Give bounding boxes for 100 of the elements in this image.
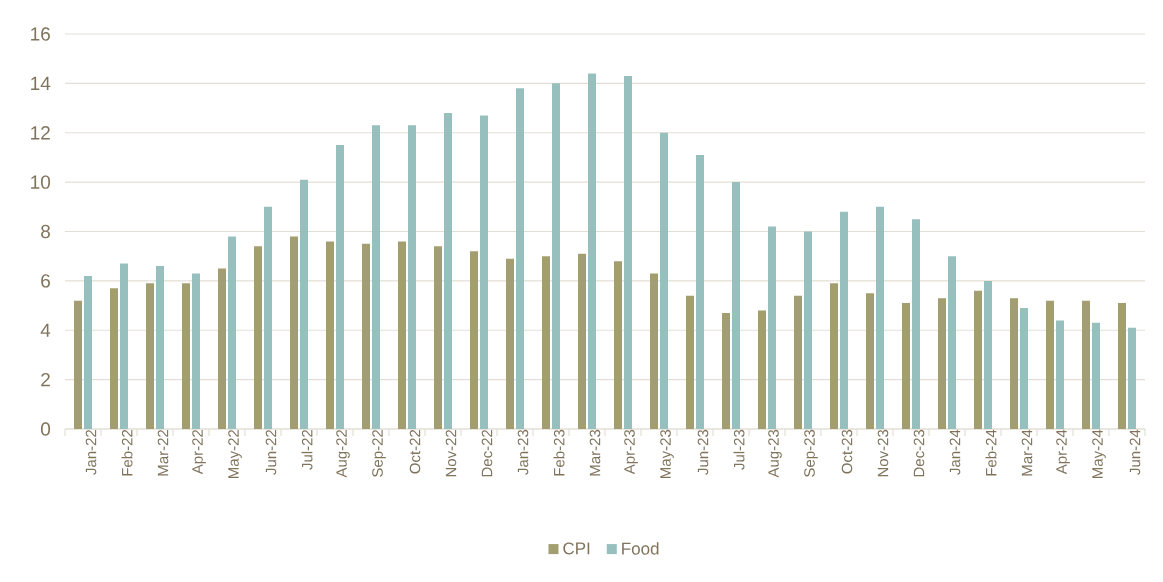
x-tick-label: Aug-23 <box>768 429 782 478</box>
bar <box>768 226 776 429</box>
x-tick-label: Sep-22 <box>372 429 386 477</box>
x-tick-label: Feb-24 <box>985 429 997 476</box>
x-tick-label: Jun-24 <box>1129 429 1141 475</box>
bar <box>984 280 992 429</box>
x-tick-label: Apr-23 <box>624 429 638 475</box>
bar <box>912 219 920 429</box>
bar <box>902 303 910 429</box>
x-tick-label: Jul-23 <box>733 429 745 470</box>
bar <box>974 290 982 429</box>
x-tick-label: Jul-22 <box>301 429 313 470</box>
y-tick-label: 6 <box>41 274 50 288</box>
y-tick-label: 0 <box>40 422 51 436</box>
bar <box>542 256 550 429</box>
bar <box>156 266 164 429</box>
y-tick-label: 2 <box>41 372 50 387</box>
x-tick-label: May-22 <box>228 429 242 478</box>
bar <box>264 206 272 429</box>
x-tick-label: Jan-24 <box>949 429 961 475</box>
bar <box>840 211 848 429</box>
x-tick-label: Jan-23 <box>517 429 529 475</box>
bar <box>516 88 524 429</box>
x-tick-label: Oct-23 <box>841 429 853 474</box>
bar <box>146 283 154 429</box>
bar <box>588 73 596 429</box>
y-tick-label: 8 <box>41 224 50 239</box>
x-tick-label: Apr-22 <box>192 429 206 475</box>
bar <box>1020 308 1028 429</box>
bar <box>732 182 740 429</box>
bar <box>938 298 946 429</box>
bar <box>1056 320 1064 429</box>
bar <box>228 236 236 429</box>
x-tick-label: Mar-24 <box>1021 429 1033 476</box>
bar <box>408 125 416 429</box>
bar <box>192 273 200 429</box>
bar <box>1010 298 1018 429</box>
x-tick-label: Feb-22 <box>121 429 133 476</box>
bar <box>74 300 82 429</box>
x-tick-label: Jan-22 <box>85 429 97 475</box>
bar <box>876 206 884 429</box>
bar <box>434 246 442 429</box>
y-tick-label: 12 <box>31 126 50 140</box>
bar <box>182 283 190 429</box>
bar <box>660 132 668 429</box>
bar <box>290 236 298 429</box>
bar <box>1082 300 1090 429</box>
x-tick-label: Oct-22 <box>409 429 421 474</box>
bar <box>552 83 560 429</box>
bar <box>120 263 128 429</box>
x-tick-label: Mar-22 <box>157 429 169 476</box>
bar <box>1117 303 1126 429</box>
x-tick-label: Nov-22 <box>445 429 457 477</box>
y-tick-label: 14 <box>31 76 51 90</box>
bar <box>696 154 704 429</box>
bar <box>444 113 452 429</box>
bar <box>794 295 802 429</box>
bar <box>372 125 380 429</box>
x-tick-label: Mar-23 <box>589 429 601 476</box>
x-tick-label: Nov-23 <box>877 429 889 477</box>
bar <box>470 251 478 429</box>
bar <box>758 310 766 429</box>
bar <box>398 241 406 429</box>
bar <box>578 253 586 429</box>
bar <box>686 295 694 429</box>
bar <box>362 243 370 429</box>
bar <box>300 179 308 429</box>
x-tick-label: Sep-23 <box>804 429 818 477</box>
bar <box>624 75 632 429</box>
x-tick-label: May-24 <box>1092 429 1106 478</box>
legend-label: Food <box>622 542 659 555</box>
bar <box>1046 300 1054 429</box>
bar <box>1092 322 1100 429</box>
bar <box>830 283 838 429</box>
bar <box>218 268 226 429</box>
x-tick-label: Dec-22 <box>481 429 493 477</box>
y-tick-label: 10 <box>31 175 51 189</box>
bar <box>650 273 658 429</box>
bar <box>84 275 92 429</box>
bar <box>254 246 262 429</box>
legend-label: CPI <box>563 542 590 555</box>
bar <box>110 288 118 429</box>
y-tick-label: 16 <box>31 27 50 41</box>
bar <box>326 241 334 429</box>
x-tick-label: Jun-23 <box>697 429 709 475</box>
bar <box>480 115 488 429</box>
bar <box>948 256 956 429</box>
x-tick-label: Apr-24 <box>1056 429 1070 475</box>
bar <box>722 312 730 429</box>
x-tick-label: Feb-23 <box>553 429 565 476</box>
x-tick-label: Dec-23 <box>913 429 925 477</box>
x-tick-label: Jun-22 <box>265 429 277 475</box>
bar <box>1128 327 1136 429</box>
bar <box>866 293 874 429</box>
x-tick-label: May-23 <box>660 429 674 478</box>
bar <box>804 231 812 429</box>
bar <box>336 145 344 429</box>
bar <box>614 261 622 429</box>
x-tick-label: Aug-22 <box>336 429 350 478</box>
y-tick-label: 4 <box>40 323 51 337</box>
